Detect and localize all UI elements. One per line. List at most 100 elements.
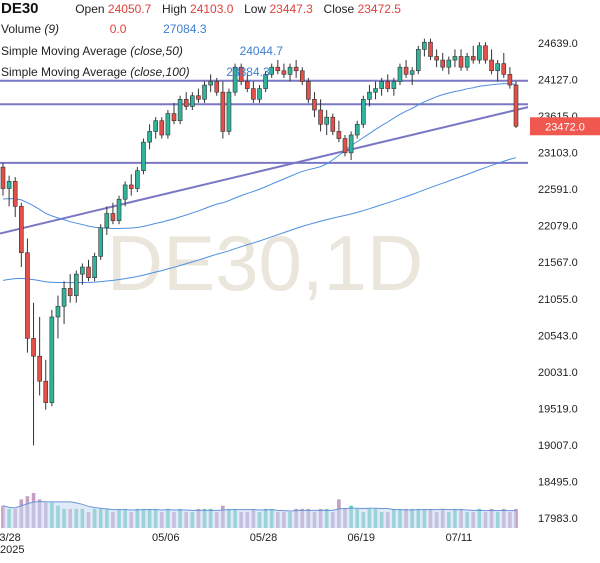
candle-body <box>354 123 360 136</box>
volume-ma-area <box>3 501 516 528</box>
candle-body <box>415 49 421 72</box>
candle-body <box>299 70 305 82</box>
candle-body <box>196 95 201 100</box>
candle-body <box>19 206 24 254</box>
candle-body <box>122 184 128 200</box>
trendline <box>0 106 529 235</box>
candle-body <box>214 81 220 93</box>
candle-body <box>43 380 49 403</box>
y-tick-label: 18495.0 <box>538 476 578 488</box>
candle-body <box>281 70 287 75</box>
candle-body <box>116 198 122 221</box>
candle-body <box>238 66 244 82</box>
candle-body <box>385 81 391 89</box>
candle-body <box>153 120 158 132</box>
year-label: 2025 <box>0 544 24 556</box>
candle-body <box>37 355 42 382</box>
candle-body <box>135 170 140 189</box>
candle-body <box>177 99 183 122</box>
candle-body <box>379 81 384 89</box>
candle-body <box>165 113 171 136</box>
candle-body <box>348 134 354 154</box>
candle-body <box>391 81 397 89</box>
y-tick-label: 24127.0 <box>538 75 578 87</box>
candle-body <box>92 256 97 279</box>
candle-body <box>159 120 165 136</box>
candle-body <box>55 305 61 318</box>
candle-body <box>306 81 311 100</box>
candle-body <box>324 116 329 125</box>
candle-body <box>190 95 195 107</box>
candle-body <box>171 113 177 122</box>
y-tick-label: 19519.0 <box>538 403 578 415</box>
candle-body <box>489 59 494 72</box>
candle-body <box>422 41 427 50</box>
candle-body <box>0 166 6 189</box>
candle-body <box>275 66 281 72</box>
candle-body <box>452 56 458 61</box>
candle-body <box>67 288 73 296</box>
candle-body <box>507 74 513 86</box>
candle-body <box>104 213 110 229</box>
candle-body <box>434 56 439 61</box>
candle-body <box>208 81 213 86</box>
candle-body <box>446 59 452 68</box>
sma100-line <box>2 157 517 284</box>
y-tick-label: 22079.0 <box>538 221 578 233</box>
candle-body <box>244 81 250 89</box>
watermark: DE30,1D <box>107 219 424 307</box>
sma50-line <box>2 83 517 230</box>
candle-body <box>31 338 36 357</box>
candle-body <box>232 66 238 93</box>
candle-body <box>183 99 189 107</box>
y-tick-label: 24639.0 <box>538 38 578 50</box>
candle-body <box>312 99 317 111</box>
candle-body <box>336 131 342 139</box>
x-tick-label: 03/28 <box>0 532 21 544</box>
candle-body <box>128 184 134 189</box>
price-badge-bg <box>530 117 600 136</box>
candle-body <box>483 45 488 61</box>
candle-body <box>61 288 67 307</box>
x-tick-label: 05/06 <box>152 532 180 544</box>
y-tick-label: 17983.0 <box>538 513 578 525</box>
y-tick-label: 19007.0 <box>538 440 578 452</box>
candle-body <box>318 109 323 125</box>
y-tick-label: 21055.0 <box>538 294 578 306</box>
candle-body <box>49 316 55 403</box>
candle-body <box>367 91 372 100</box>
y-tick-label: 20031.0 <box>538 367 578 379</box>
candle-body <box>409 70 415 75</box>
candle-body <box>513 84 519 127</box>
candle-body <box>25 252 30 339</box>
candle-body <box>464 56 470 68</box>
price-badge: 23472.0 <box>545 121 585 133</box>
candle-body <box>220 91 226 132</box>
candle-body <box>202 84 207 100</box>
x-tick-label: 05/28 <box>250 532 278 544</box>
candle-body <box>263 74 268 89</box>
candle-body <box>257 88 262 100</box>
x-tick-label: 06/19 <box>347 532 375 544</box>
x-tick-label: 07/11 <box>446 532 473 544</box>
candle-body <box>458 56 464 68</box>
candle-body <box>293 66 299 72</box>
candle-body <box>440 59 446 68</box>
candle-body <box>428 41 433 57</box>
candle-body <box>477 45 482 61</box>
candle-body <box>397 66 403 82</box>
candle-body <box>470 56 476 61</box>
candle-body <box>147 131 152 143</box>
candle-body <box>80 266 85 275</box>
candle-body <box>330 116 336 132</box>
candle-body <box>226 91 232 132</box>
candle-body <box>73 273 79 296</box>
volume-ma-line <box>2 501 516 512</box>
candle-body <box>361 99 366 125</box>
candle-body <box>373 88 378 93</box>
candle-body <box>269 66 275 75</box>
candle-body <box>287 66 293 75</box>
candle-body <box>342 138 348 154</box>
